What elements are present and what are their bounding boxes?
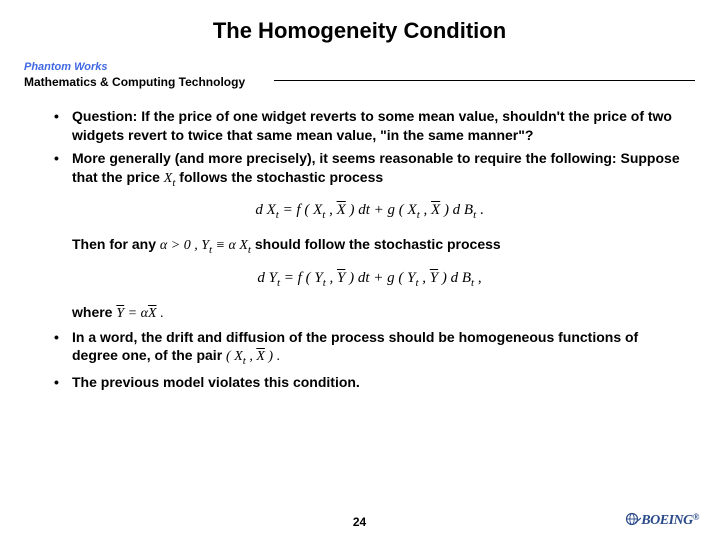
equation-1: d Xt = f ( Xt , X ) dt + g ( Xt , X ) d … <box>54 200 685 223</box>
globe-icon <box>625 512 641 526</box>
brand-sub: Mathematics & Computing Technology <box>24 75 249 89</box>
bullet-4: The previous model violates this conditi… <box>54 373 685 392</box>
slide: The Homogeneity Condition Phantom Works … <box>0 0 719 539</box>
content: Question: If the price of one widget rev… <box>24 101 695 392</box>
brand-top: Phantom Works <box>24 62 695 73</box>
equation-2: d Yt = f ( Yt , Y ) dt + g ( Yt , Y ) d … <box>54 268 685 291</box>
page-number: 24 <box>0 515 719 529</box>
where-line: where Y = αX . <box>54 303 685 324</box>
bullet-1: Question: If the price of one widget rev… <box>54 107 685 145</box>
footer: 24 BOEING® <box>0 515 719 529</box>
divider-line <box>274 80 695 81</box>
slide-title: The Homogeneity Condition <box>24 18 695 44</box>
then-line: Then for any α > 0 , Yt ≡ α Xt should fo… <box>54 235 685 258</box>
bullet-3: In a word, the drift and diffusion of th… <box>54 328 685 370</box>
bullet-1-text: Question: If the price of one widget rev… <box>72 108 672 143</box>
math-Xt: Xt <box>164 171 176 186</box>
bullet-2-text-b: follows the stochastic process <box>175 169 383 185</box>
brand-block: Phantom Works Mathematics & Computing Te… <box>24 62 695 91</box>
boeing-logo: BOEING® <box>625 512 699 529</box>
bullet-2: More generally (and more precisely), it … <box>54 149 685 191</box>
